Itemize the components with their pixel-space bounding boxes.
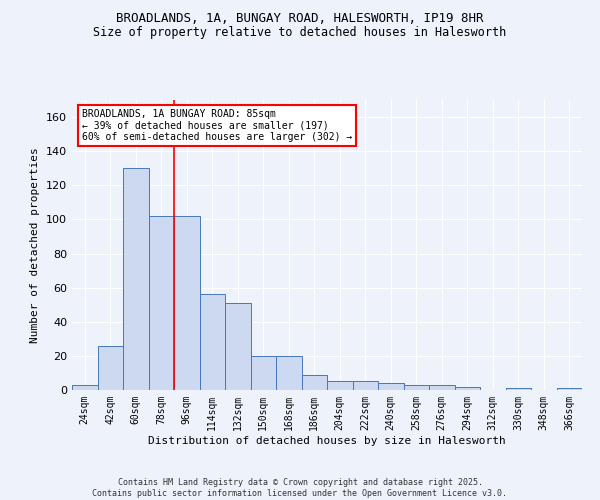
Bar: [251, 356, 276, 390]
Bar: [174, 216, 199, 390]
Bar: [72, 385, 97, 390]
Bar: [429, 385, 455, 390]
Text: Size of property relative to detached houses in Halesworth: Size of property relative to detached ho…: [94, 26, 506, 39]
Bar: [199, 294, 225, 390]
Bar: [404, 385, 429, 390]
Bar: [327, 382, 353, 390]
Bar: [455, 386, 480, 390]
Bar: [302, 374, 327, 390]
Text: BROADLANDS, 1A, BUNGAY ROAD, HALESWORTH, IP19 8HR: BROADLANDS, 1A, BUNGAY ROAD, HALESWORTH,…: [116, 12, 484, 26]
Text: Contains HM Land Registry data © Crown copyright and database right 2025.
Contai: Contains HM Land Registry data © Crown c…: [92, 478, 508, 498]
Bar: [149, 216, 174, 390]
Bar: [505, 388, 531, 390]
Bar: [97, 346, 123, 390]
Y-axis label: Number of detached properties: Number of detached properties: [31, 147, 40, 343]
Bar: [353, 382, 378, 390]
Text: BROADLANDS, 1A BUNGAY ROAD: 85sqm
← 39% of detached houses are smaller (197)
60%: BROADLANDS, 1A BUNGAY ROAD: 85sqm ← 39% …: [82, 108, 352, 142]
Bar: [378, 383, 404, 390]
Bar: [123, 168, 149, 390]
Bar: [225, 303, 251, 390]
Bar: [276, 356, 302, 390]
Bar: [557, 388, 582, 390]
X-axis label: Distribution of detached houses by size in Halesworth: Distribution of detached houses by size …: [148, 436, 506, 446]
